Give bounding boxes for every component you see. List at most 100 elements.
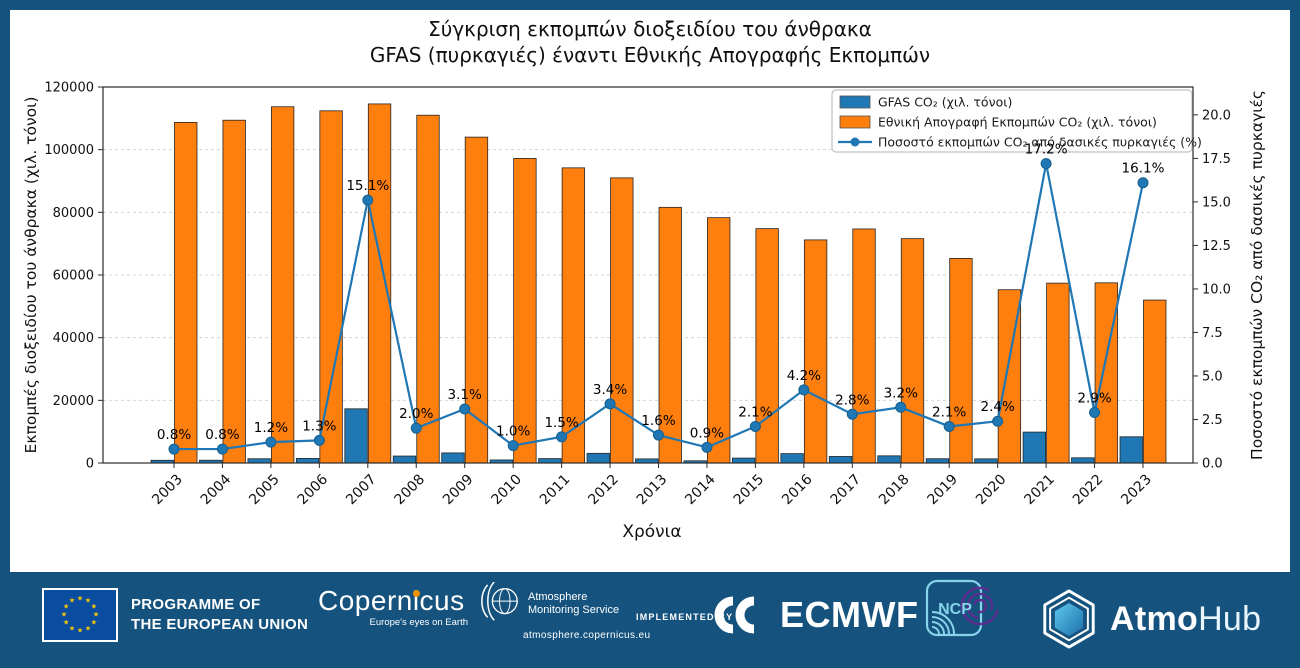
x-tick-label: 2006	[295, 471, 332, 508]
bar-inventory	[270, 106, 295, 464]
legend-line-marker	[850, 137, 860, 147]
atmohub-hexagon-icon	[1043, 589, 1095, 649]
bar-inventory	[367, 103, 392, 464]
bar-inventory	[610, 177, 634, 464]
x-tick-label: 2015	[731, 472, 768, 509]
x-axis-label: Χρόνια	[622, 522, 681, 542]
eu-flag-field	[42, 588, 118, 642]
line-marker	[992, 415, 1004, 427]
line-marker	[1089, 407, 1101, 419]
eu-text-line2: THE EUROPEAN UNION	[131, 616, 309, 633]
x-tick-label: 2012	[585, 472, 622, 509]
eu-programme-logo: ★ ★ ★ ★ ★ ★ ★ ★ ★ ★ ★ ★ PROGRAMME OF THE EUROPEAN U…	[42, 588, 308, 642]
bar-gfas	[295, 458, 320, 464]
atmohub-light-part: Hub	[1198, 599, 1262, 638]
bar-inventory	[513, 158, 537, 464]
eu-star-icon: ★	[77, 595, 83, 603]
percent-label: 16.1%	[1122, 161, 1165, 177]
percent-label: 17.2%	[1025, 142, 1068, 158]
bar-inventory	[174, 122, 198, 464]
percent-label: 1.6%	[641, 413, 675, 429]
line-marker	[410, 422, 422, 434]
x-tick-label: 2019	[925, 472, 962, 509]
line-marker	[701, 441, 713, 453]
percent-label: 1.5%	[544, 415, 578, 431]
line-marker	[749, 420, 761, 432]
ecmwf-wordmark: ECMWF	[780, 594, 919, 635]
bar-inventory	[900, 238, 925, 464]
line-marker	[846, 408, 858, 420]
line-marker	[798, 384, 810, 396]
chart-canvas: 0 20000 40000 60000 80000 100000 120000 0.0 2.5 5…	[22, 81, 1266, 543]
x-tick-label: 2020	[973, 472, 1010, 509]
ams-text-line1: Atmosphere	[528, 590, 588, 603]
y-axis-label-left: Εκπομπές διοξειδίου του άνθρακα (χιλ. τό…	[22, 97, 40, 454]
bar-gfas	[586, 452, 610, 464]
line-marker	[265, 436, 277, 448]
percent-label: 2.8%	[835, 392, 869, 408]
percent-label: 0.8%	[157, 427, 191, 443]
percent-label: 2.0%	[399, 406, 433, 422]
percent-label: 2.1%	[932, 404, 966, 420]
x-tick-label: 2009	[440, 472, 477, 509]
bar-gfas	[780, 453, 804, 464]
bar-inventory	[1046, 282, 1070, 464]
copernicus-tagline: Europe's eyes on Earth	[369, 617, 468, 628]
percent-label: 1.0%	[496, 424, 530, 440]
ams-text: Atmosphere Monitoring Service	[528, 591, 619, 618]
y-tick-label-right: 15.0	[1202, 195, 1231, 210]
bar-gfas	[1119, 436, 1143, 464]
line-marker	[362, 194, 374, 206]
line-marker	[459, 403, 471, 415]
bar-inventory	[464, 136, 489, 464]
x-tick-label: 2014	[682, 471, 719, 508]
atmosphere-monitoring-service-logo: Atmosphere Monitoring Service atmosphere…	[478, 582, 650, 641]
eu-star-icon: ★	[85, 624, 91, 632]
bar-gfas	[635, 458, 659, 464]
x-tick-label: 2018	[876, 472, 913, 509]
bar-gfas	[441, 452, 465, 464]
eu-star-icon: ★	[91, 619, 97, 627]
chart-title: Σύγκριση εκπομπών διοξειδίου του άνθρακα…	[10, 16, 1290, 68]
x-tick-label: 2008	[392, 472, 429, 509]
x-tick-label: 2007	[343, 472, 380, 509]
percent-label: 15.1%	[346, 178, 389, 194]
x-tick-label: 2011	[537, 472, 574, 509]
bar-inventory	[1094, 282, 1118, 464]
chart-title-line1: Σύγκριση εκπομπών διοξειδίου του άνθρακα	[428, 17, 872, 41]
globe-icon	[481, 582, 518, 621]
y-tick-label-left: 120000	[44, 81, 94, 96]
line-marker	[653, 429, 664, 441]
legend-swatch-inventory	[839, 115, 871, 129]
bar-gfas	[344, 408, 368, 464]
bar-gfas	[732, 457, 756, 464]
line-marker	[313, 434, 325, 446]
ncp-icon: NCP	[925, 579, 1000, 637]
x-tick-label: 2017	[828, 472, 865, 509]
y-tick-label-right: 2.5	[1202, 413, 1223, 428]
y-tick-label-left: 40000	[53, 331, 94, 346]
x-tick-label: 2004	[198, 471, 235, 508]
legend-box	[831, 89, 1193, 153]
bar-gfas	[392, 455, 417, 464]
y-tick-label-left: 80000	[53, 206, 94, 221]
bar-inventory	[222, 119, 246, 464]
eu-star-icon: ★	[69, 597, 75, 605]
x-tick-label: 2022	[1070, 472, 1107, 509]
bar-gfas	[877, 455, 901, 464]
y-tick-label-left: 60000	[53, 269, 94, 284]
atmohub-wordmark: AtmoHub	[1110, 600, 1261, 639]
y-tick-label-right: 5.0	[1202, 369, 1223, 384]
y-tick-label-right: 17.5	[1202, 152, 1231, 167]
bar-series	[150, 103, 1167, 464]
percent-label: 4.2%	[787, 368, 821, 384]
line-marker	[507, 440, 519, 452]
legend-swatch-gfas	[839, 95, 871, 109]
legend-label-percent: Ποσοστό εκπομπών CO₂ από δασικές πυρκαγι…	[878, 135, 1202, 150]
copernicus-orange-dot-icon	[413, 590, 420, 597]
atmohub-logo: AtmoHub	[1038, 588, 1261, 650]
legend: GFAS CO₂ (χιλ. τόνοι) Εθνική Απογραφή Εκ…	[831, 89, 1202, 153]
y-tick-label-right: 7.5	[1202, 326, 1223, 341]
x-tick-label: 2005	[246, 472, 283, 509]
percent-label: 1.3%	[302, 418, 336, 434]
